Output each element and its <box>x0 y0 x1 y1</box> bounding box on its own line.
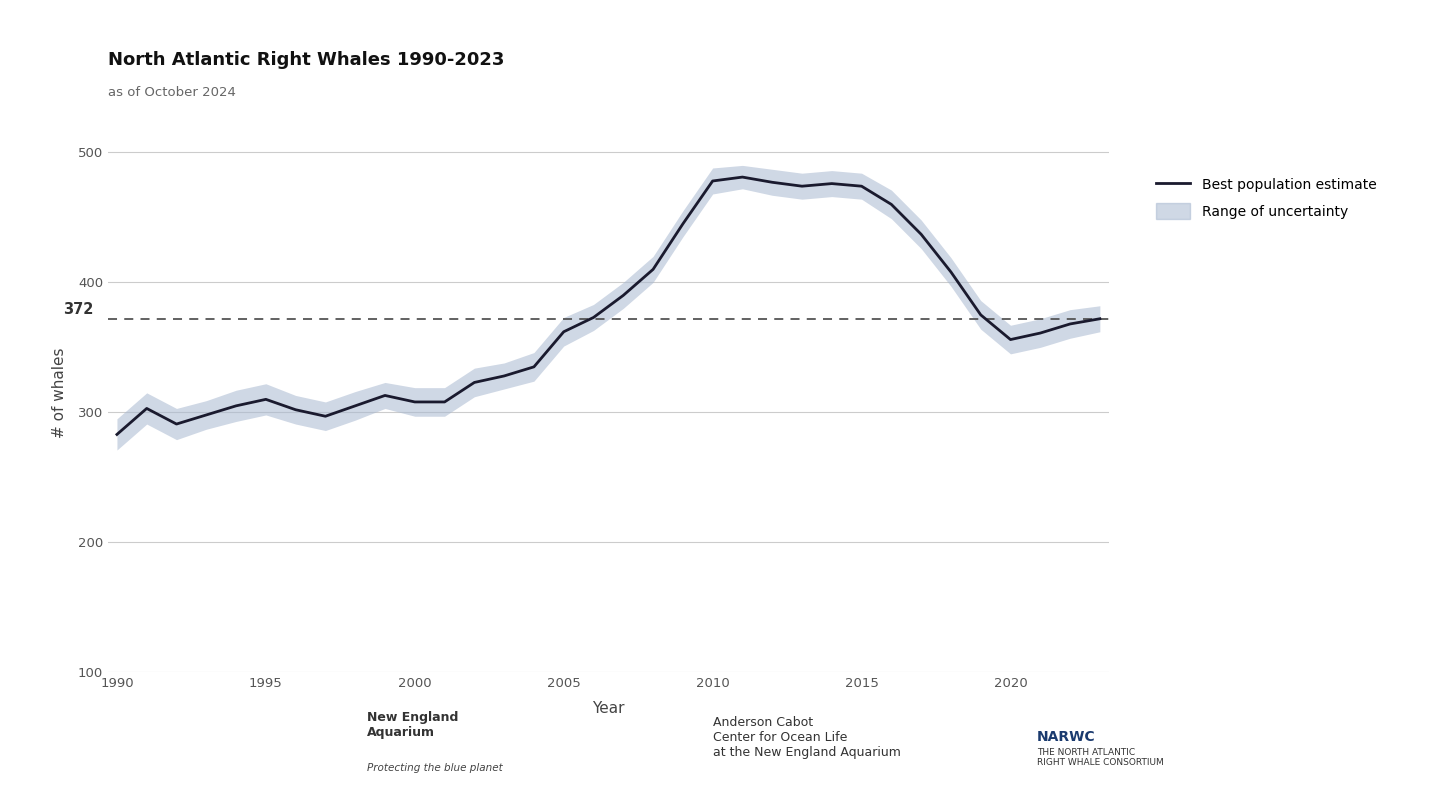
Legend: Best population estimate, Range of uncertainty: Best population estimate, Range of uncer… <box>1156 177 1377 220</box>
Text: Anderson Cabot
Center for Ocean Life
at the New England Aquarium: Anderson Cabot Center for Ocean Life at … <box>713 715 900 759</box>
Text: 372: 372 <box>63 302 94 317</box>
Text: as of October 2024: as of October 2024 <box>108 86 236 99</box>
Text: NARWC: NARWC <box>1037 730 1096 744</box>
Text: Protecting the blue planet: Protecting the blue planet <box>367 763 503 773</box>
Y-axis label: # of whales: # of whales <box>52 347 66 438</box>
Text: THE NORTH ATLANTIC
RIGHT WHALE CONSORTIUM: THE NORTH ATLANTIC RIGHT WHALE CONSORTIU… <box>1037 748 1164 767</box>
X-axis label: Year: Year <box>592 701 625 716</box>
Text: New England
Aquarium: New England Aquarium <box>367 711 458 739</box>
Text: North Atlantic Right Whales 1990-2023: North Atlantic Right Whales 1990-2023 <box>108 51 504 69</box>
